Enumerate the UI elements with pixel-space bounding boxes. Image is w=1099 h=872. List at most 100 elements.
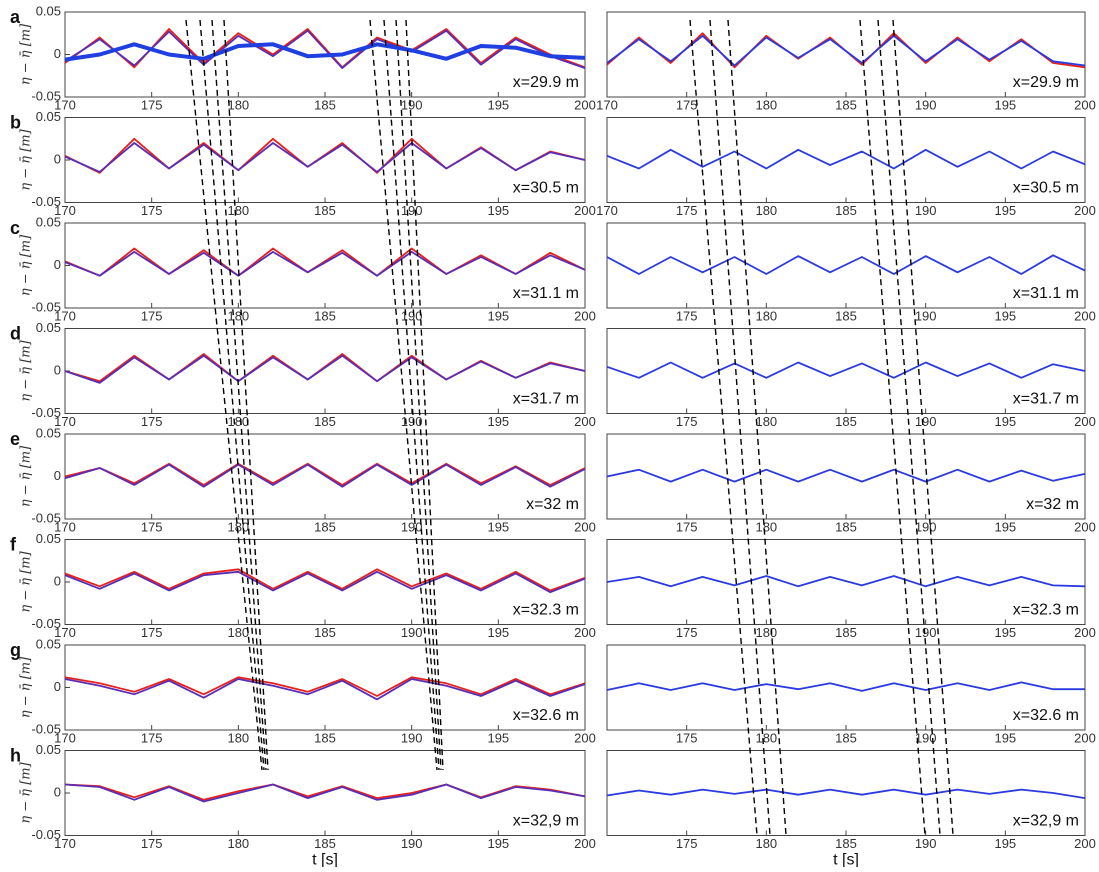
y-axis-label: η − η̄ [m] xyxy=(19,656,34,718)
y-tick-label: -0.05 xyxy=(31,88,61,103)
position-annotation: x=30.5 m xyxy=(1013,180,1079,197)
y-tick-label: 0.05 xyxy=(36,109,61,124)
x-tick-label: 200 xyxy=(1074,730,1096,745)
y-tick-label: 0 xyxy=(54,679,61,694)
x-tick-label: 200 xyxy=(1074,308,1096,323)
x-tick-label: 175 xyxy=(141,203,163,218)
x-tick-label: 185 xyxy=(835,414,857,429)
x-tick-label: 185 xyxy=(314,97,336,112)
x-tick-label: 195 xyxy=(994,625,1016,640)
series-line xyxy=(64,678,586,701)
y-tick-label: -0.05 xyxy=(31,299,61,314)
x-tick-label: 185 xyxy=(835,625,857,640)
x-tick-label: 195 xyxy=(487,625,509,640)
series-line xyxy=(606,681,1085,692)
panel-label: h xyxy=(10,745,21,765)
y-tick-label: -0.05 xyxy=(31,827,61,842)
y-axis-label: η − η̄ [m] xyxy=(19,128,34,190)
position-annotation: x=32.6 m xyxy=(1013,707,1079,724)
y-axis-label: η − η̄ [m] xyxy=(19,23,34,85)
x-axis-label: t [s] xyxy=(833,852,859,867)
x-tick-label: 175 xyxy=(141,836,163,851)
x-tick-label: 190 xyxy=(401,625,423,640)
series-line xyxy=(64,42,586,62)
series-line xyxy=(64,29,586,69)
x-tick-label: 185 xyxy=(835,308,857,323)
x-tick-label: 195 xyxy=(994,203,1016,218)
x-tick-label: 200 xyxy=(1074,519,1096,534)
x-tick-label: 175 xyxy=(141,625,163,640)
position-annotation: x=32.3 m xyxy=(513,602,579,619)
dashed-line xyxy=(689,19,758,836)
y-tick-label: 0.05 xyxy=(36,531,61,546)
x-tick-label: 200 xyxy=(574,730,596,745)
panel-label: f xyxy=(10,534,17,554)
dashed-line xyxy=(892,19,954,836)
dashed-line xyxy=(405,19,444,771)
y-tick-label: 0.05 xyxy=(36,742,61,757)
panel-label: d xyxy=(10,323,21,343)
plot-frame xyxy=(64,117,586,203)
position-annotation: x=31.7 m xyxy=(513,391,579,408)
x-tick-label: 185 xyxy=(835,97,857,112)
x-tick-label: 185 xyxy=(314,730,336,745)
series-line xyxy=(64,463,586,488)
x-tick-label: 200 xyxy=(574,625,596,640)
x-tick-label: 170 xyxy=(54,836,76,851)
position-annotation: x=31.1 m xyxy=(513,285,579,302)
x-tick-label: 190 xyxy=(915,730,937,745)
x-tick-label: 175 xyxy=(141,97,163,112)
x-tick-label: 185 xyxy=(314,836,336,851)
panel-label: c xyxy=(10,218,20,238)
y-tick-label: 0.05 xyxy=(36,425,61,440)
y-tick-label: 0 xyxy=(54,362,61,377)
x-tick-label: 190 xyxy=(915,97,937,112)
x-tick-label: 175 xyxy=(676,625,698,640)
dashed-line xyxy=(185,19,263,771)
x-tick-label: 180 xyxy=(755,308,777,323)
dashed-line xyxy=(369,19,438,771)
position-annotation: x=32.3 m xyxy=(1013,602,1079,619)
series-line xyxy=(64,462,586,486)
x-tick-label: 195 xyxy=(994,97,1016,112)
x-tick-label: 185 xyxy=(314,203,336,218)
x-tick-label: 190 xyxy=(401,308,423,323)
dashed-line xyxy=(199,19,265,771)
x-tick-label: 180 xyxy=(227,308,249,323)
series-line xyxy=(64,142,586,173)
x-tick-label: 175 xyxy=(141,414,163,429)
x-tick-label: 180 xyxy=(755,97,777,112)
series-line xyxy=(606,575,1086,588)
x-tick-label: 185 xyxy=(314,519,336,534)
x-tick-label: 200 xyxy=(574,203,596,218)
x-tick-label: 195 xyxy=(487,203,509,218)
x-tick-label: 200 xyxy=(574,414,596,429)
y-axis-label: η − η̄ [m] xyxy=(19,445,34,507)
crest-tracking-lines xyxy=(185,19,954,836)
position-annotation: x=30.5 m xyxy=(513,180,579,197)
x-tick-label: 185 xyxy=(314,308,336,323)
x-tick-label: 190 xyxy=(401,414,423,429)
series-line xyxy=(606,34,1086,67)
y-tick-label: -0.05 xyxy=(31,721,61,736)
y-tick-label: 0 xyxy=(54,468,61,483)
series-line xyxy=(64,354,586,384)
x-tick-label: 175 xyxy=(141,308,163,323)
plot-frame xyxy=(64,222,586,309)
y-tick-label: -0.05 xyxy=(31,510,61,525)
position-annotation: x=32,9 m xyxy=(1013,813,1079,830)
x-tick-label: 185 xyxy=(835,203,857,218)
x-tick-label: 170 xyxy=(54,730,76,745)
position-annotation: x=29.9 m xyxy=(1013,74,1079,91)
x-tick-label: 195 xyxy=(487,519,509,534)
x-tick-label: 200 xyxy=(1074,414,1096,429)
x-tick-label: 175 xyxy=(676,203,698,218)
series-line xyxy=(606,148,1086,170)
x-tick-label: 185 xyxy=(835,836,857,851)
y-tick-label: 0.05 xyxy=(36,214,61,229)
y-tick-label: 0 xyxy=(54,257,61,272)
x-tick-label: 195 xyxy=(994,519,1016,534)
y-axis-label: η − η̄ [m] xyxy=(19,339,34,401)
x-tick-label: 175 xyxy=(676,308,698,323)
series-line xyxy=(606,788,1086,799)
